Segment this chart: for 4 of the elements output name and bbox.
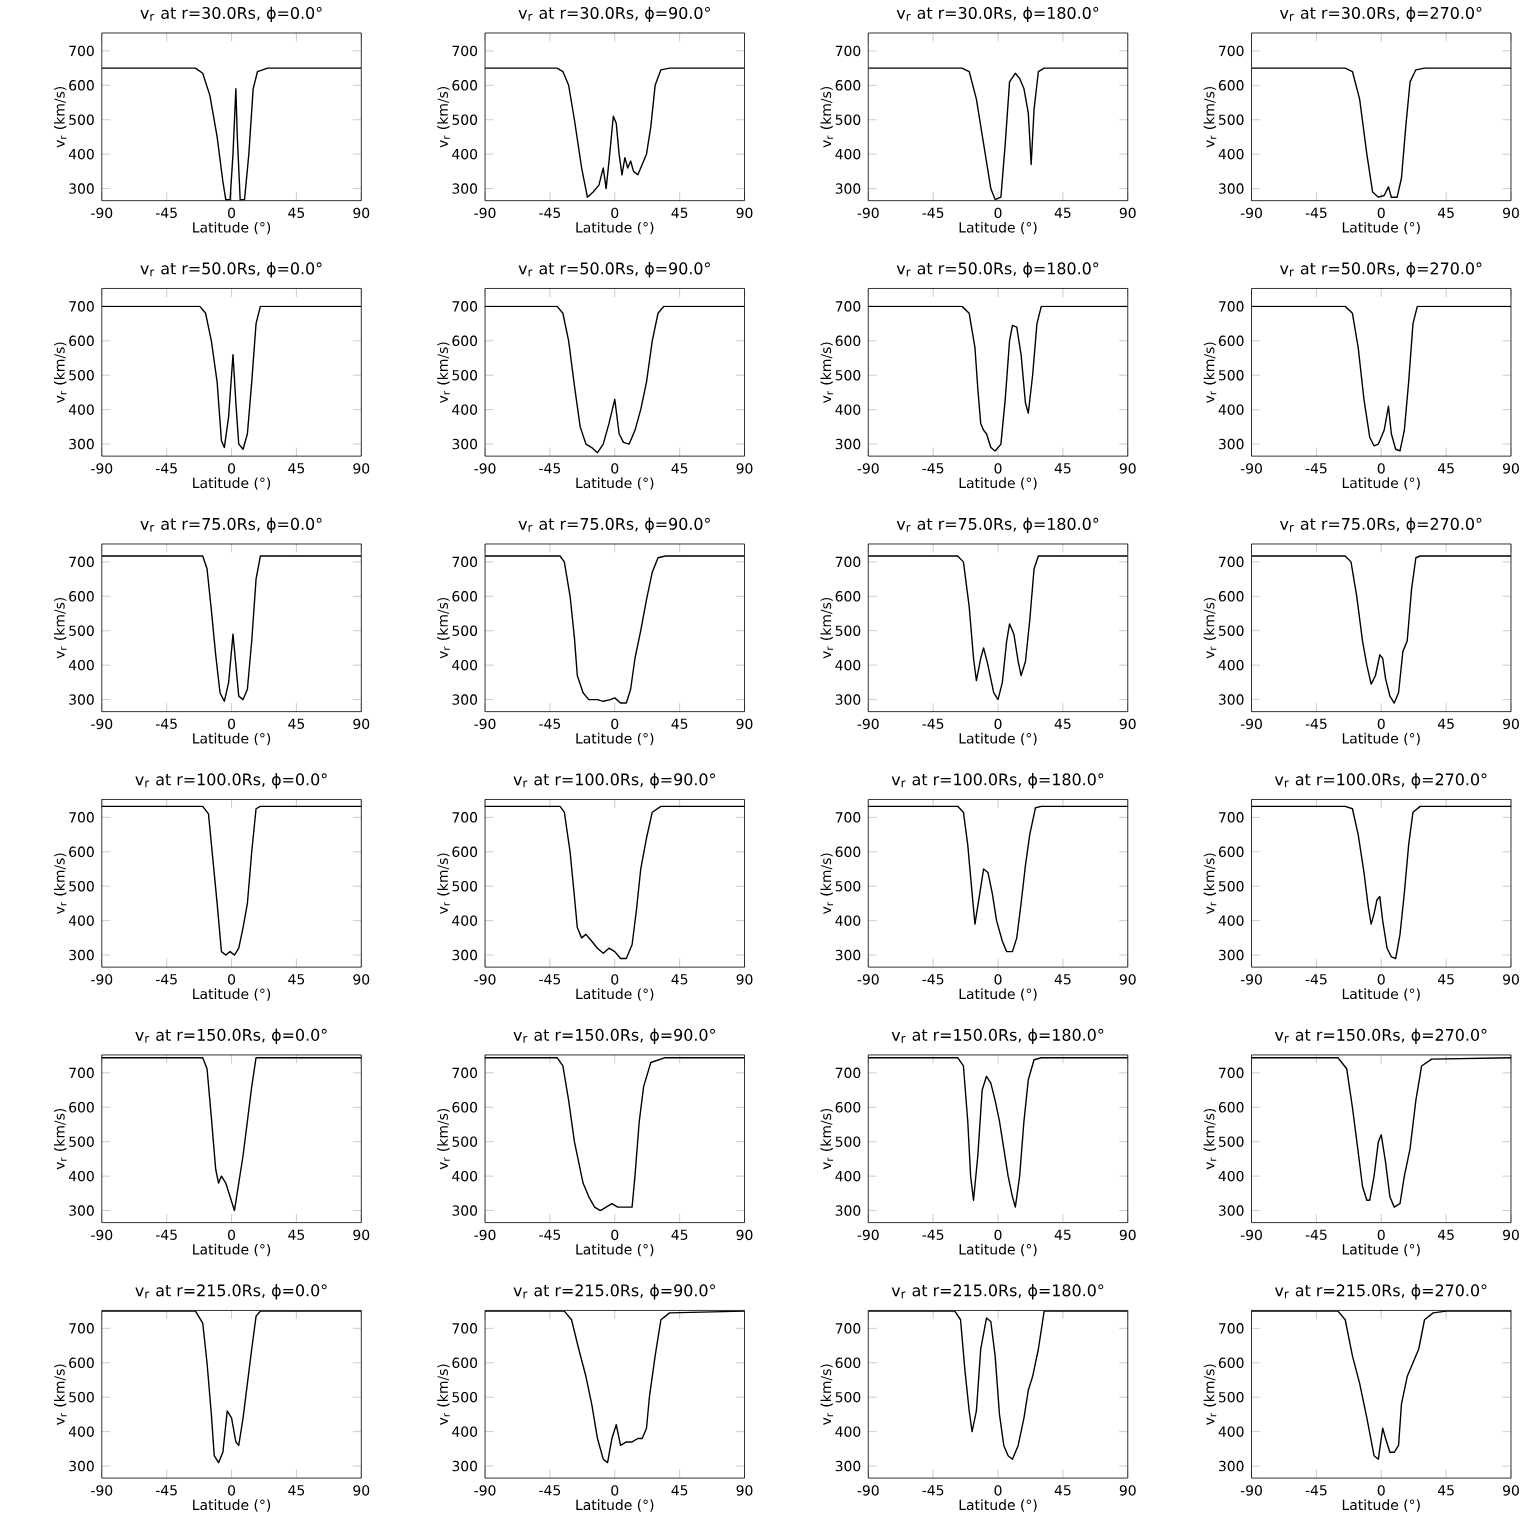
- line-series: [867, 555, 1128, 701]
- line-series: [867, 805, 1128, 953]
- line-series: [484, 805, 745, 960]
- line-series: [1251, 805, 1511, 960]
